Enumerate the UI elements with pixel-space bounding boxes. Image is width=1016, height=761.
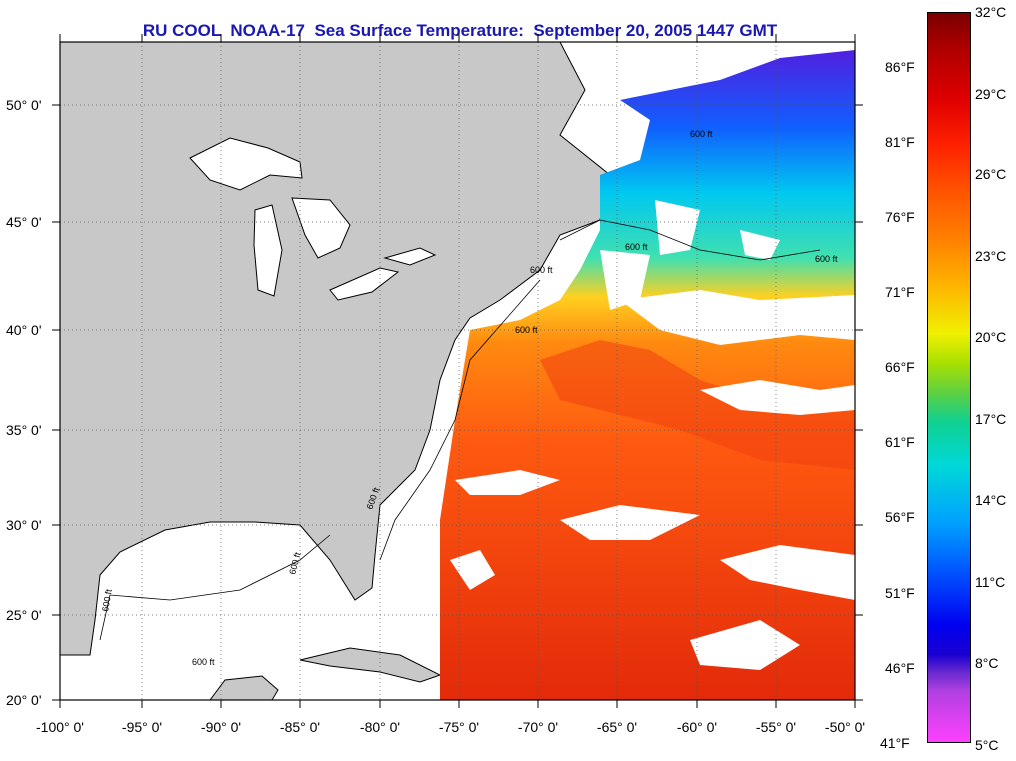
lat-label: 50° 0' bbox=[6, 97, 42, 113]
fahrenheit-label: 66°F bbox=[885, 359, 915, 375]
gulf-stream-core bbox=[540, 340, 855, 470]
celsius-label: 14°C bbox=[975, 492, 1007, 508]
lon-label: -65° 0' bbox=[596, 719, 638, 735]
lon-label: -60° 0' bbox=[676, 719, 718, 735]
celsius-label: 17°C bbox=[975, 411, 1007, 427]
graticule bbox=[60, 42, 855, 700]
fahrenheit-label: 56°F bbox=[885, 509, 915, 525]
lat-label: 20° 0' bbox=[6, 692, 42, 708]
fahrenheit-label: 86°F bbox=[885, 59, 915, 75]
celsius-label: 26°C bbox=[975, 166, 1007, 182]
lake-ontario bbox=[383, 247, 437, 266]
lat-label: 35° 0' bbox=[6, 422, 42, 438]
lon-label: -80° 0' bbox=[359, 719, 401, 735]
fahrenheit-label: 71°F bbox=[885, 284, 915, 300]
lat-label: 40° 0' bbox=[6, 322, 42, 338]
celsius-label: 32°C bbox=[975, 4, 1007, 20]
axis-ticks bbox=[52, 34, 863, 708]
lat-label: 25° 0' bbox=[6, 607, 42, 623]
lon-label: -90° 0' bbox=[200, 719, 242, 735]
lon-label: -75° 0' bbox=[438, 719, 480, 735]
fahrenheit-label: 81°F bbox=[885, 134, 915, 150]
contour-label: 600 ft bbox=[100, 588, 114, 612]
cloud-cover bbox=[450, 200, 855, 670]
celsius-label: 8°C bbox=[975, 655, 999, 671]
lon-label: -95° 0' bbox=[121, 719, 163, 735]
lat-label: 30° 0' bbox=[6, 517, 42, 533]
lat-label: 45° 0' bbox=[6, 214, 42, 230]
lake-huron bbox=[291, 197, 351, 259]
contour-label: 600 ft bbox=[192, 657, 215, 667]
celsius-label: 29°C bbox=[975, 86, 1007, 102]
isobath-600ft bbox=[99, 219, 821, 641]
lon-label: -100° 0' bbox=[36, 719, 84, 735]
contour-label: 600 ft bbox=[530, 265, 553, 275]
contour-label: 600 ft bbox=[625, 242, 648, 252]
contour-label: 600 ft bbox=[815, 254, 838, 264]
celsius-label: 20°C bbox=[975, 329, 1007, 345]
map-title: RU COOL NOAA-17 Sea Surface Temperature:… bbox=[142, 21, 778, 40]
cuba-land bbox=[299, 647, 442, 683]
fahrenheit-label: 51°F bbox=[885, 585, 915, 601]
lake-erie bbox=[329, 267, 400, 301]
celsius-label: 23°C bbox=[975, 248, 1007, 264]
contour-label: 600 ft bbox=[690, 129, 713, 139]
celsius-label: 5°C bbox=[975, 737, 999, 753]
fahrenheit-label: 61°F bbox=[885, 434, 915, 450]
lake-superior bbox=[189, 137, 303, 191]
lon-label: -70° 0' bbox=[517, 719, 559, 735]
lon-label: -85° 0' bbox=[279, 719, 321, 735]
lake-michigan bbox=[253, 204, 283, 297]
fahrenheit-label: 46°F bbox=[885, 660, 915, 676]
map-frame bbox=[59, 41, 856, 701]
contour-label: 600 ft bbox=[515, 325, 538, 335]
lon-label: -55° 0' bbox=[755, 719, 797, 735]
celsius-label: 11°C bbox=[975, 574, 1006, 590]
fahrenheit-label: 76°F bbox=[885, 209, 915, 225]
lon-label: -50° 0' bbox=[824, 719, 866, 735]
fahrenheit-label: 41°F bbox=[880, 735, 910, 751]
temperature-colorbar bbox=[927, 12, 971, 743]
yucatan-land bbox=[209, 675, 279, 700]
